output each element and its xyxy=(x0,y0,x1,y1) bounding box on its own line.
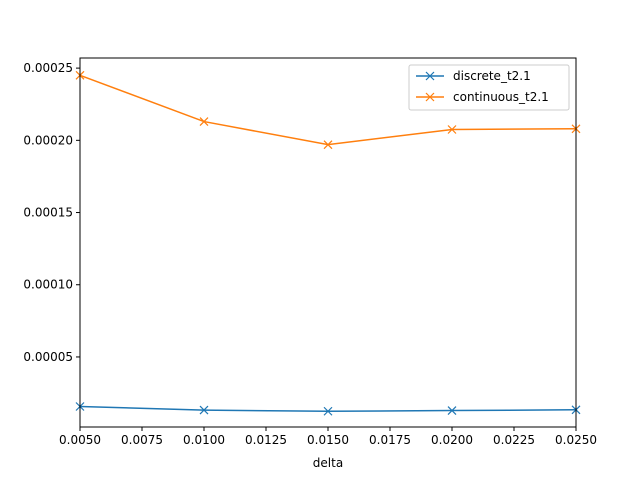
legend-marker xyxy=(425,92,435,102)
y-axis-ticks: 0.00005 0.00010 0.00015 0.00020 0.00025 xyxy=(23,61,80,364)
data-point xyxy=(323,406,333,416)
y-tick-label: 0.00020 xyxy=(23,133,73,147)
x-axis-label: delta xyxy=(313,456,343,470)
data-point xyxy=(447,406,457,415)
data-point xyxy=(323,140,333,150)
x-axis-ticks: 0.0050 0.0075 0.0100 0.0125 0.0150 0.0175 0.02… xyxy=(59,427,597,447)
x-tick-label: 0.0250 xyxy=(555,433,597,447)
y-tick-label: 0.00010 xyxy=(23,278,73,292)
x-tick-label: 0.0075 xyxy=(121,433,163,447)
legend-label: discrete_t2.1 xyxy=(453,69,531,83)
x-tick-label: 0.0050 xyxy=(59,433,101,447)
legend-entry: continuous_t2.1 xyxy=(416,90,549,104)
data-point xyxy=(199,117,209,126)
y-tick-label: 0.00025 xyxy=(23,61,73,75)
data-point xyxy=(447,125,457,134)
legend: discrete_t2.1 continuous_t2.1 xyxy=(408,64,570,111)
x-tick-label: 0.0150 xyxy=(307,433,349,447)
legend-marker xyxy=(425,71,435,81)
x-tick-label: 0.0225 xyxy=(493,433,535,447)
y-tick-label: 0.00015 xyxy=(23,206,73,220)
series-discrete_t2.1 xyxy=(75,402,581,416)
x-tick-label: 0.0125 xyxy=(245,433,287,447)
x-tick-label: 0.0175 xyxy=(369,433,411,447)
legend-label: continuous_t2.1 xyxy=(453,90,549,104)
y-tick-label: 0.00005 xyxy=(23,350,73,364)
x-tick-label: 0.0200 xyxy=(431,433,473,447)
legend-entries: discrete_t2.1 continuous_t2.1 xyxy=(416,69,549,104)
data-point xyxy=(199,405,209,415)
legend-box xyxy=(408,64,570,111)
plot-background xyxy=(80,58,576,427)
legend-entry: discrete_t2.1 xyxy=(416,69,531,83)
x-tick-label: 0.0100 xyxy=(183,433,225,447)
